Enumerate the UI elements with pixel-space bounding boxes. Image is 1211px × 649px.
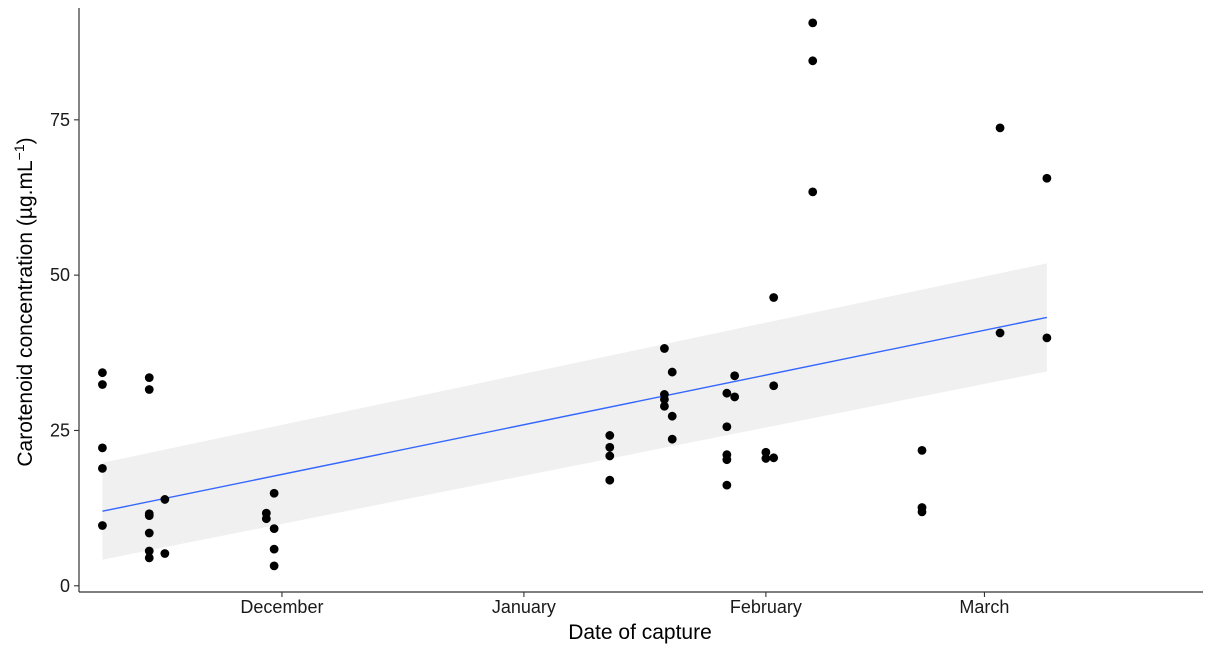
data-point (722, 422, 732, 432)
data-point (722, 455, 732, 465)
points-layer (98, 18, 1052, 571)
data-point (144, 373, 154, 383)
data-point (722, 388, 732, 398)
data-point (667, 434, 677, 444)
data-point (995, 123, 1005, 133)
data-point (769, 381, 779, 391)
y-tick-label: 75 (50, 110, 70, 130)
data-point (269, 488, 279, 498)
y-axis-title-close: ) (14, 137, 37, 144)
y-ticks: 0 25 50 75 (50, 110, 79, 596)
axes-layer (78, 8, 1203, 593)
data-point (160, 549, 170, 558)
x-ticks: December January February March (240, 592, 1009, 617)
x-axis-title: Date of capture (568, 621, 712, 644)
data-point (808, 18, 818, 28)
x-tick-label: February (730, 597, 802, 617)
data-point (667, 367, 677, 377)
data-point (144, 546, 154, 556)
confidence-band-layer (102, 263, 1047, 560)
y-axis-title-superscript: −1 (11, 144, 27, 160)
data-point (261, 514, 271, 524)
data-point (660, 395, 669, 404)
data-point (144, 528, 154, 538)
y-axis-title: Carotenoid concentration (µg.mL−1) (11, 137, 37, 466)
data-point (660, 344, 669, 353)
y-tick-label: 0 (60, 576, 70, 596)
data-point (98, 368, 107, 378)
confidence-band (102, 263, 1047, 560)
data-point (98, 521, 107, 530)
data-point (605, 431, 615, 440)
x-tick-label: March (959, 597, 1009, 617)
data-point (144, 553, 154, 563)
data-point (144, 385, 154, 394)
data-point (269, 544, 279, 554)
data-point (98, 463, 107, 473)
data-point (605, 442, 615, 452)
data-point (808, 56, 818, 66)
data-point (605, 451, 615, 461)
trend-line-layer (102, 316, 1048, 512)
x-tick-label: December (240, 597, 323, 617)
data-point (730, 371, 740, 381)
data-point (269, 524, 279, 534)
y-axis-title-main: Carotenoid concentration (µg.mL (14, 160, 37, 466)
data-point (761, 454, 771, 463)
data-point (144, 511, 154, 520)
data-point (667, 411, 677, 421)
data-point (1042, 173, 1052, 183)
trend-line (102, 316, 1048, 512)
data-point (660, 401, 669, 411)
data-point (1042, 333, 1052, 343)
data-point (730, 392, 740, 402)
x-tick-label: January (492, 597, 556, 617)
data-point (761, 447, 771, 457)
data-point (769, 453, 779, 463)
data-point (269, 561, 279, 571)
y-tick-label: 50 (50, 265, 70, 285)
data-point (917, 445, 927, 455)
data-point (808, 187, 818, 197)
data-point (917, 507, 927, 517)
y-tick-label: 25 (50, 420, 70, 440)
data-point (722, 480, 732, 490)
data-point (995, 328, 1005, 338)
data-point (605, 475, 615, 485)
data-point (98, 380, 107, 389)
data-point (160, 495, 170, 504)
data-point (98, 443, 107, 453)
data-point (769, 293, 779, 302)
